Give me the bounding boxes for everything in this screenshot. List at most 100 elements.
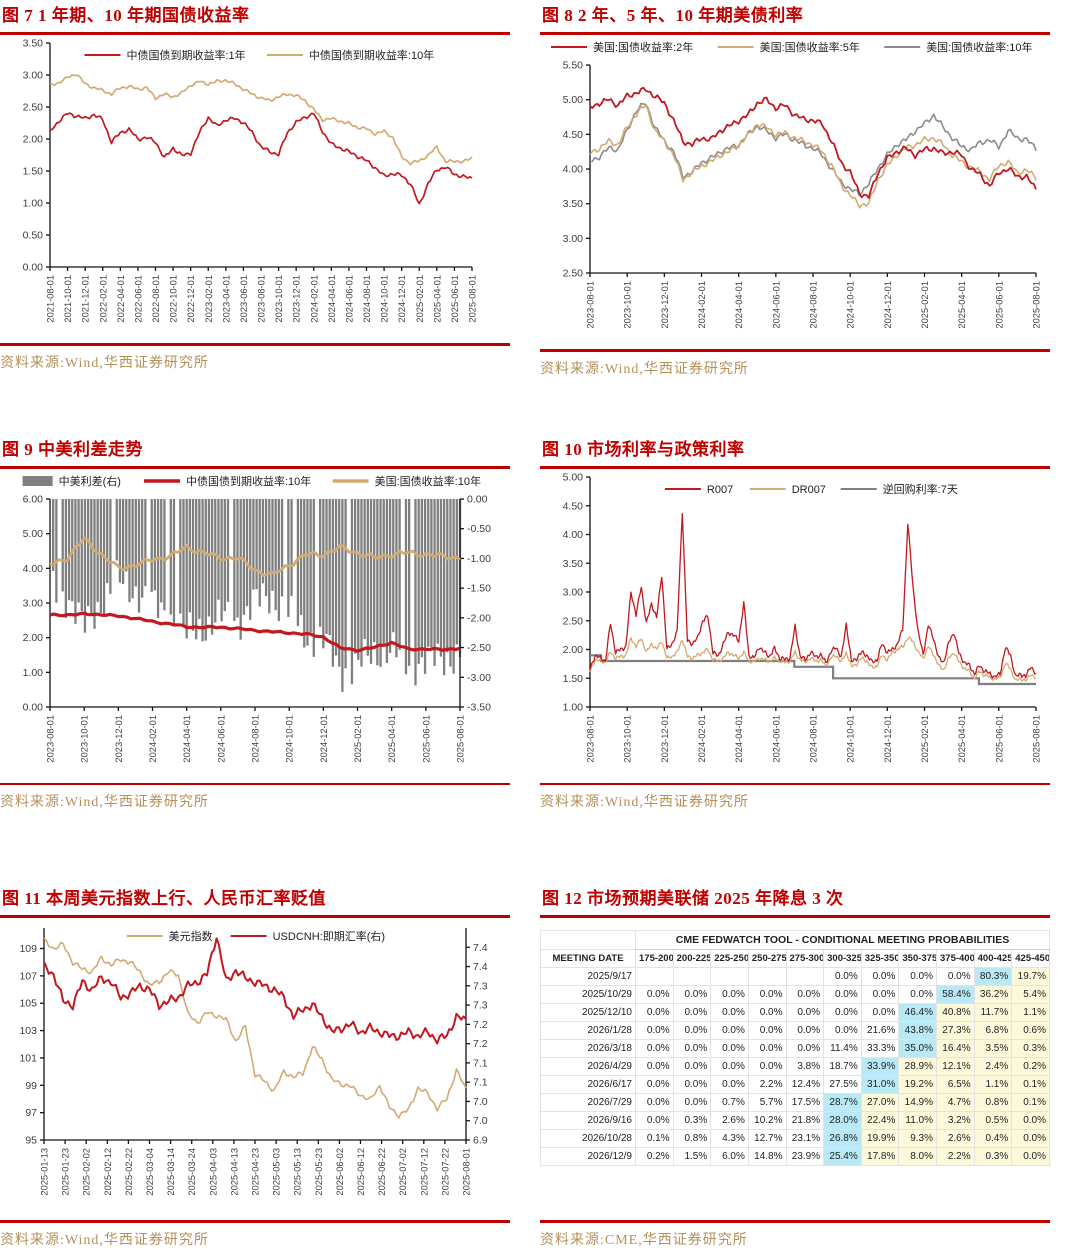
dxy-usdcnh: 95 97 99 101 103 105 107 109 6.9 7.0 7.0 7.1 7.1 7.2 7… <box>19 928 488 1196</box>
svg-text:0.50: 0.50 <box>23 230 44 242</box>
figure11-title-rule <box>0 915 510 918</box>
legend: 美元指数 USDCNH:即期汇率(右) <box>126 929 385 943</box>
figure12-source: 资料来源:CME,华西证券研究所 <box>540 1232 748 1248</box>
tick-labels: 2.50 3.00 3.50 4.00 4.50 5.00 5.50 2023-08-01 20… <box>563 60 1042 329</box>
svg-text:2025-01-23: 2025-01-23 <box>61 1148 71 1196</box>
figure10-chart-area: 1.00 1.50 2.00 2.50 3.00 3.50 4.00 4.50 5.00 2023… <box>540 469 1050 781</box>
probability-cell <box>672 967 712 986</box>
svg-text:2025-06-02: 2025-06-02 <box>335 1148 345 1196</box>
probability-cell: 0.0% <box>710 1057 749 1076</box>
figure10-source: 资料来源:Wind,华西证券研究所 <box>540 795 749 810</box>
figure11-chart-area: 95 97 99 101 103 105 107 109 6.9 7.0 7.0 7.1 7.1 7.2 7… <box>0 918 510 1218</box>
svg-text:3.50: 3.50 <box>563 557 584 569</box>
figure8-title: 图 8 2 年、5 年、10 年期美债利率 <box>542 6 804 25</box>
svg-text:2025-01-13: 2025-01-13 <box>40 1148 50 1196</box>
probability-cell: 46.4% <box>898 1003 937 1022</box>
probability-cell: 0.0% <box>710 985 749 1004</box>
figure7-title: 图 7 1 年期、10 年期国债收益率 <box>2 6 250 25</box>
figure12-title-rule <box>540 915 1050 918</box>
svg-text:7.1: 7.1 <box>473 1057 488 1069</box>
svg-text:2025-07-12: 2025-07-12 <box>419 1148 429 1196</box>
svg-text:1.50: 1.50 <box>23 166 44 178</box>
svg-text:2023-10-01: 2023-10-01 <box>274 275 284 323</box>
probability-cell: 0.0% <box>635 985 674 1004</box>
probability-cell: 35.0% <box>898 1039 937 1058</box>
svg-text:105: 105 <box>19 998 37 1010</box>
probability-cell: 0.2% <box>635 1147 674 1166</box>
probability-cell: 0.0% <box>635 1021 674 1040</box>
probability-cell: 4.3% <box>710 1129 749 1148</box>
svg-text:2023-12-01: 2023-12-01 <box>292 275 302 323</box>
meeting-row: 2026/3/18 0.0% 0.0% 0.0% 0.0% 0.0% 11.4% 33.3% 3… <box>540 1039 1050 1058</box>
legend: 美国:国债收益率:2年 美国:国债收益率:5年 美国:国债收益率:10年 <box>551 40 1033 54</box>
svg-text:2025-08-01: 2025-08-01 <box>1032 281 1042 329</box>
svg-text:-1.00: -1.00 <box>467 552 491 564</box>
axes <box>586 475 1037 711</box>
probability-cell: 36.2% <box>973 985 1013 1004</box>
probability-cell: 0.0% <box>635 1039 674 1058</box>
svg-text:2024-04-01: 2024-04-01 <box>182 715 192 763</box>
svg-text:2025-08-01: 2025-08-01 <box>468 275 478 323</box>
svg-text:101: 101 <box>19 1052 37 1064</box>
svg-text:7.4: 7.4 <box>473 961 488 973</box>
series-dr007 <box>589 635 1037 682</box>
svg-text:99: 99 <box>25 1080 37 1092</box>
series-cgb-10y <box>49 74 473 166</box>
rate-range-header: 350-375 <box>898 949 937 968</box>
svg-text:2024-10-01: 2024-10-01 <box>285 715 295 763</box>
probability-cell: 10.2% <box>747 1111 787 1130</box>
probability-cell: 0.0% <box>1011 1111 1050 1130</box>
probability-cell: 16.4% <box>936 1039 975 1058</box>
probability-cell: 12.4% <box>785 1075 825 1094</box>
meeting-date-cell: 2026/6/17 <box>540 1075 636 1094</box>
figure10-title: 图 10 市场利率与政策利率 <box>542 439 745 459</box>
meeting-date-cell: 2025/9/17 <box>540 967 636 986</box>
svg-text:7.3: 7.3 <box>473 980 488 992</box>
figure9-source: 资料来源:Wind,华西证券研究所 <box>0 795 209 810</box>
svg-text:2023-08-01: 2023-08-01 <box>257 275 267 323</box>
svg-text:7.1: 7.1 <box>473 1077 488 1089</box>
probability-cell: 0.0% <box>747 985 787 1004</box>
series-ust-2y <box>589 86 1037 199</box>
probability-cell: 0.0% <box>936 967 975 986</box>
svg-text:3.50: 3.50 <box>23 38 44 50</box>
series-us-10y <box>49 536 461 577</box>
probability-cell: 0.3% <box>973 1147 1013 1166</box>
svg-text:0.00: 0.00 <box>23 262 44 274</box>
figure8-source-rule <box>540 349 1050 352</box>
svg-text:3.00: 3.00 <box>563 586 584 598</box>
probability-cell: 28.0% <box>823 1111 862 1130</box>
probability-cell: 0.0% <box>710 1003 749 1022</box>
meeting-date-header: MEETING DATE <box>540 949 636 968</box>
legend-label: 美国:国债收益率:5年 <box>760 40 860 54</box>
figures-row-1: 图 7 1 年期、10 年期国债收益率 0.00 0.50 1.00 1.50 2.00… <box>0 2 1080 378</box>
probability-cell: 0.0% <box>635 1075 674 1094</box>
legend-label: 中债国债到期收益率:10年 <box>186 473 311 487</box>
money-market-rates: 1.00 1.50 2.00 2.50 3.00 3.50 4.00 4.50 5.00 2023… <box>563 471 1042 762</box>
probability-cell <box>785 967 825 986</box>
ust-yields: 2.50 3.00 3.50 4.00 4.50 5.00 5.50 2023-08-01 20… <box>551 40 1042 329</box>
rate-range-header: 325-350 <box>860 949 900 968</box>
svg-text:2.00: 2.00 <box>563 644 584 656</box>
probability-cell: 33.3% <box>860 1039 900 1058</box>
svg-text:2023-08-01: 2023-08-01 <box>586 281 596 329</box>
svg-text:2025-02-01: 2025-02-01 <box>353 715 363 763</box>
svg-text:5.00: 5.00 <box>563 471 584 483</box>
svg-text:2023-12-01: 2023-12-01 <box>660 281 670 329</box>
legend-label: DR007 <box>792 483 826 495</box>
probability-cell: 11.4% <box>823 1039 862 1058</box>
svg-text:109: 109 <box>19 943 37 955</box>
meeting-date-cell: 2025/12/10 <box>540 1003 636 1022</box>
svg-text:2024-06-01: 2024-06-01 <box>216 715 226 763</box>
svg-text:6.9: 6.9 <box>473 1135 488 1147</box>
probability-cell: 1.1% <box>1011 1003 1050 1022</box>
svg-text:3.00: 3.00 <box>563 233 584 245</box>
probability-cell: 27.0% <box>860 1093 900 1112</box>
series-ust-5y <box>589 104 1037 209</box>
tick-labels: 0.00 0.50 1.00 1.50 2.00 2.50 3.00 3.50 2021-08-… <box>23 38 478 323</box>
probability-cell: 0.1% <box>1011 1093 1050 1112</box>
svg-text:2023-08-01: 2023-08-01 <box>46 715 56 763</box>
probability-cell: 0.1% <box>1011 1075 1050 1094</box>
svg-text:2.50: 2.50 <box>563 615 584 627</box>
svg-text:5.00: 5.00 <box>563 94 584 106</box>
